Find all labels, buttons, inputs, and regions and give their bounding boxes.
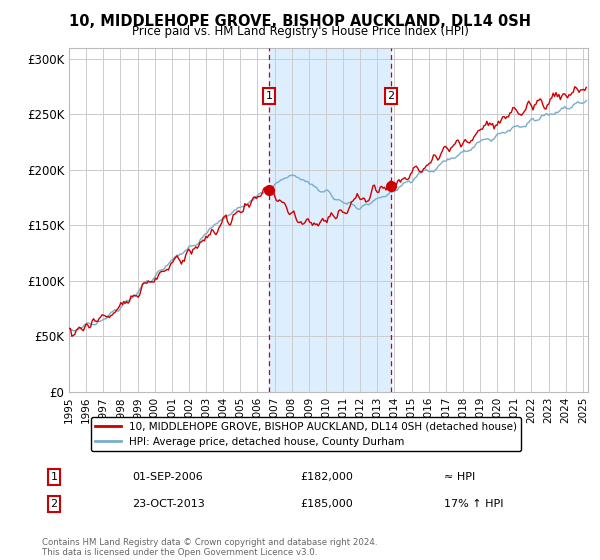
Text: 23-OCT-2013: 23-OCT-2013	[132, 499, 205, 509]
Text: 01-SEP-2006: 01-SEP-2006	[132, 472, 203, 482]
Text: 2: 2	[388, 91, 395, 101]
Text: Contains HM Land Registry data © Crown copyright and database right 2024.
This d: Contains HM Land Registry data © Crown c…	[42, 538, 377, 557]
Text: £185,000: £185,000	[300, 499, 353, 509]
Text: 1: 1	[265, 91, 272, 101]
Text: 2: 2	[50, 499, 58, 509]
Text: 10, MIDDLEHOPE GROVE, BISHOP AUCKLAND, DL14 0SH: 10, MIDDLEHOPE GROVE, BISHOP AUCKLAND, D…	[69, 14, 531, 29]
Text: 1: 1	[50, 472, 58, 482]
Bar	[269, 48, 391, 392]
Text: £182,000: £182,000	[300, 472, 353, 482]
Text: Price paid vs. HM Land Registry's House Price Index (HPI): Price paid vs. HM Land Registry's House …	[131, 25, 469, 38]
Text: ≈ HPI: ≈ HPI	[444, 472, 475, 482]
Legend: 10, MIDDLEHOPE GROVE, BISHOP AUCKLAND, DL14 0SH (detached house), HPI: Average p: 10, MIDDLEHOPE GROVE, BISHOP AUCKLAND, D…	[91, 417, 521, 451]
Text: 17% ↑ HPI: 17% ↑ HPI	[444, 499, 503, 509]
